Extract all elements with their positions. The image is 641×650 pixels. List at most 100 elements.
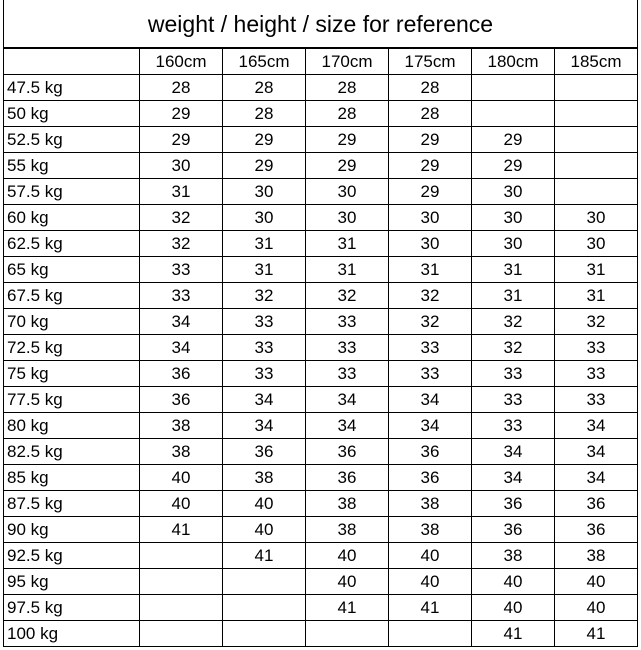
size-cell: 29 [222,126,306,153]
weight-label: 85 kg [3,464,140,491]
size-cell: 41 [222,542,306,569]
size-cell [388,620,472,647]
size-cell: 29 [222,152,306,179]
size-cell: 34 [471,464,555,491]
weight-label: 95 kg [3,568,140,595]
table-row: 57.5 kg 31 30 30 29 30 [3,178,638,205]
size-cell: 38 [305,490,389,517]
size-cell: 29 [388,152,472,179]
size-cell: 36 [471,490,555,517]
size-cell: 41 [305,594,389,621]
size-cell: 38 [139,438,223,465]
size-cell: 40 [139,464,223,491]
size-cell: 30 [305,178,389,205]
size-cell: 36 [139,360,223,387]
size-cell: 30 [471,230,555,257]
size-cell: 32 [222,282,306,309]
size-cell: 36 [554,516,638,543]
size-cell: 33 [139,256,223,283]
size-cell: 36 [305,438,389,465]
size-cell: 33 [305,334,389,361]
size-cell: 36 [388,438,472,465]
size-cell: 31 [471,282,555,309]
size-cell [139,594,223,621]
size-cell: 30 [222,178,306,205]
size-cell: 33 [222,308,306,335]
size-cell: 40 [554,594,638,621]
size-cell: 32 [388,308,472,335]
size-cell [554,126,638,153]
table-row: 77.5 kg 36 34 34 34 33 33 [3,386,638,413]
size-cell [139,620,223,647]
size-cell: 33 [471,412,555,439]
size-table: 160cm 165cm 170cm 175cm 180cm 185cm 47.5 kg 28 2… [3,48,638,647]
size-cell: 40 [388,542,472,569]
size-cell: 32 [554,308,638,335]
size-cell [222,594,306,621]
size-cell: 34 [305,412,389,439]
size-cell: 29 [471,126,555,153]
weight-label: 87.5 kg [3,490,140,517]
size-cell: 28 [139,74,223,101]
table-row: 85 kg 40 38 36 36 34 34 [3,464,638,491]
size-cell: 31 [139,178,223,205]
size-cell [471,74,555,101]
size-cell: 30 [554,230,638,257]
size-cell [554,178,638,205]
size-cell: 32 [139,230,223,257]
size-cell: 30 [388,230,472,257]
size-cell: 38 [388,516,472,543]
size-cell: 41 [388,594,472,621]
size-cell: 38 [554,542,638,569]
column-header: 170cm [305,48,389,75]
size-cell [471,100,555,127]
weight-label: 62.5 kg [3,230,140,257]
size-cell: 40 [305,568,389,595]
size-cell: 40 [471,594,555,621]
size-cell: 31 [554,282,638,309]
size-cell: 28 [305,100,389,127]
weight-label: 55 kg [3,152,140,179]
size-cell: 34 [554,438,638,465]
weight-label: 100 kg [3,620,140,647]
size-cell: 33 [388,360,472,387]
size-cell: 33 [554,334,638,361]
size-cell: 32 [471,334,555,361]
size-cell: 31 [305,230,389,257]
weight-label: 82.5 kg [3,438,140,465]
size-chart: weight / height / size for reference 160… [3,0,638,647]
size-cell: 32 [305,282,389,309]
size-cell: 28 [222,100,306,127]
size-cell: 28 [388,100,472,127]
size-cell: 41 [554,620,638,647]
size-cell: 31 [222,256,306,283]
size-cell: 29 [139,126,223,153]
table-row: 47.5 kg 28 28 28 28 [3,74,638,101]
size-cell: 36 [305,464,389,491]
size-cell: 41 [139,516,223,543]
size-cell: 30 [388,204,472,231]
size-cell [554,100,638,127]
column-header: 165cm [222,48,306,75]
weight-label: 90 kg [3,516,140,543]
corner-cell [3,48,140,75]
size-cell: 29 [388,126,472,153]
weight-label: 57.5 kg [3,178,140,205]
table-row: 97.5 kg 41 41 40 40 [3,594,638,621]
size-cell: 28 [388,74,472,101]
size-cell: 34 [388,386,472,413]
table-row: 55 kg 30 29 29 29 29 [3,152,638,179]
size-cell: 40 [305,542,389,569]
size-cell: 36 [388,464,472,491]
size-cell: 38 [222,464,306,491]
size-cell: 33 [305,360,389,387]
size-cell: 34 [554,412,638,439]
column-header: 180cm [471,48,555,75]
size-cell: 34 [139,308,223,335]
size-cell: 34 [222,412,306,439]
size-cell: 30 [139,152,223,179]
weight-label: 47.5 kg [3,74,140,101]
size-cell: 40 [388,568,472,595]
size-cell: 28 [222,74,306,101]
weight-label: 72.5 kg [3,334,140,361]
